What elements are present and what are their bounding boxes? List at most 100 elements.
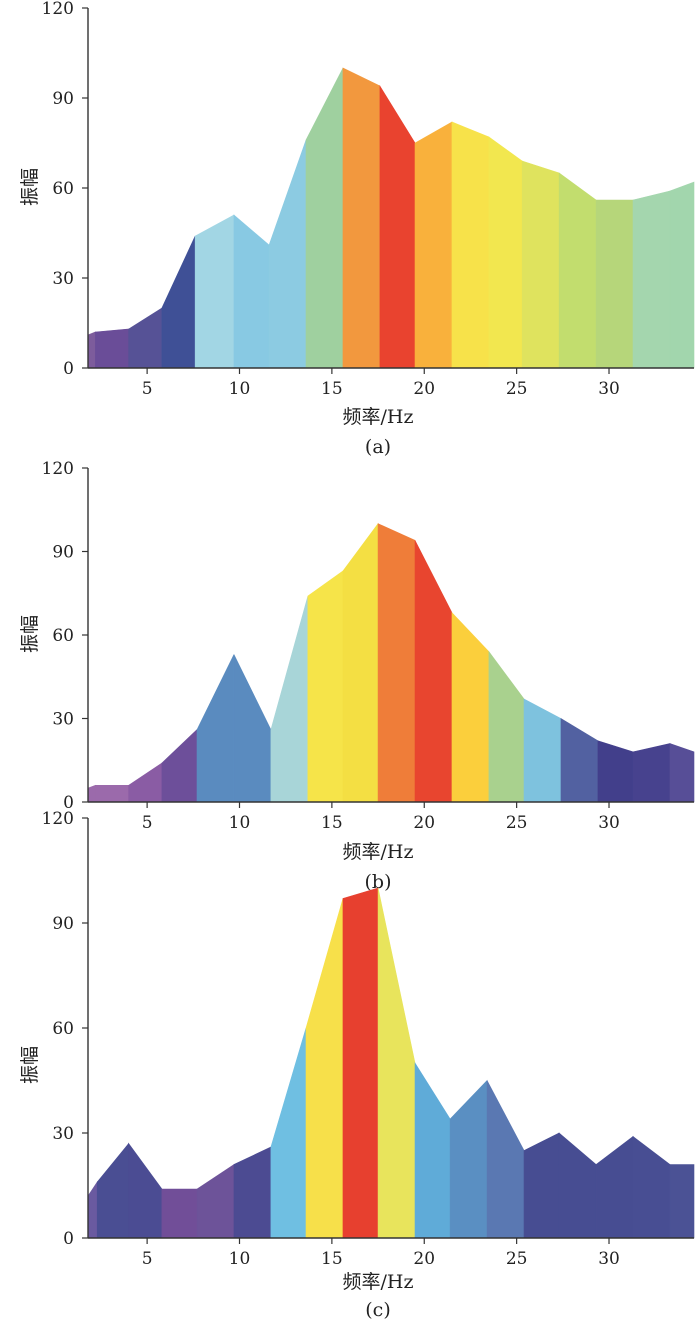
area-segment bbox=[377, 523, 416, 803]
y-tick-label: 60 bbox=[52, 179, 74, 199]
panel-label: (b) bbox=[365, 871, 392, 893]
y-tick-label: 0 bbox=[63, 793, 74, 813]
area-segment bbox=[560, 717, 599, 803]
y-tick-label: 120 bbox=[42, 459, 74, 479]
y-tick-label: 30 bbox=[52, 710, 74, 730]
area-segment bbox=[449, 1079, 488, 1239]
area-segment bbox=[96, 1142, 129, 1239]
panel-label: (c) bbox=[365, 1299, 390, 1321]
area-segment bbox=[558, 1132, 597, 1239]
area-segment bbox=[233, 654, 272, 803]
area-segment bbox=[233, 1146, 272, 1239]
x-tick-label: 20 bbox=[413, 1249, 435, 1269]
y-tick-label: 90 bbox=[52, 89, 74, 109]
area-segment bbox=[268, 139, 307, 369]
area-segment bbox=[342, 67, 381, 369]
area-segment bbox=[128, 307, 163, 369]
area-segment bbox=[342, 522, 379, 803]
area-segment bbox=[305, 898, 344, 1239]
y-tick-label: 90 bbox=[52, 914, 74, 934]
area-segment bbox=[597, 740, 634, 803]
x-tick-label: 10 bbox=[229, 1249, 251, 1269]
area-segment bbox=[669, 1164, 695, 1239]
panel-label: (a) bbox=[365, 436, 391, 458]
y-tick-label: 120 bbox=[42, 0, 74, 19]
area-segment bbox=[87, 1181, 98, 1239]
area-segment bbox=[161, 235, 196, 369]
y-tick-label: 90 bbox=[52, 543, 74, 563]
area-segment bbox=[669, 743, 695, 803]
x-tick-label: 30 bbox=[598, 379, 620, 399]
area-segment bbox=[451, 611, 490, 803]
y-axis-label: 振幅 bbox=[19, 1046, 41, 1084]
area-segment bbox=[595, 199, 634, 369]
area-segment bbox=[414, 540, 453, 803]
x-tick-label: 30 bbox=[598, 1249, 620, 1269]
area-segment bbox=[161, 728, 198, 803]
chart-panel-2: 0 30 60 90 120 5 10 15 20 25 30 频率/Hz 振幅 (b) bbox=[19, 459, 695, 893]
area-segment bbox=[414, 1061, 451, 1239]
x-tick-label: 10 bbox=[229, 813, 251, 833]
area-segment bbox=[128, 1142, 163, 1239]
area-segment bbox=[595, 1135, 634, 1239]
area-segment bbox=[632, 743, 671, 803]
area-segment bbox=[87, 331, 96, 369]
x-axis-label: 频率/Hz bbox=[343, 841, 414, 863]
x-tick-label: 5 bbox=[142, 379, 153, 399]
chart-panel-1: 0 30 60 90 120 5 10 15 20 25 30 频率/Hz 振幅 (a) bbox=[19, 0, 695, 458]
area-segment bbox=[95, 328, 129, 369]
y-tick-label: 60 bbox=[52, 626, 74, 646]
area-segments bbox=[87, 887, 695, 1239]
x-tick-label: 20 bbox=[413, 379, 435, 399]
area-segment bbox=[270, 595, 309, 803]
y-tick-label: 0 bbox=[63, 1229, 74, 1249]
area-segment bbox=[523, 698, 562, 803]
x-tick-label: 25 bbox=[506, 813, 528, 833]
area-segment bbox=[451, 121, 490, 369]
x-axis-label: 频率/Hz bbox=[343, 1271, 414, 1293]
area-segment bbox=[233, 214, 270, 369]
x-tick-label: 20 bbox=[413, 813, 435, 833]
y-axis-label: 振幅 bbox=[19, 168, 41, 206]
y-tick-label: 60 bbox=[52, 1019, 74, 1039]
area-segment bbox=[632, 1135, 671, 1239]
area-segment bbox=[196, 654, 235, 803]
x-tick-label: 10 bbox=[229, 379, 251, 399]
x-tick-label: 30 bbox=[598, 813, 620, 833]
area-segment bbox=[632, 190, 671, 369]
x-tick-label: 25 bbox=[506, 1249, 528, 1269]
area-segment bbox=[128, 762, 163, 803]
chart-panel-3: 0 30 60 90 120 5 10 15 20 25 30 频率/Hz 振幅 (c) bbox=[19, 809, 695, 1321]
area-segment bbox=[669, 181, 695, 369]
area-segment bbox=[307, 570, 344, 803]
area-segment bbox=[87, 784, 96, 803]
y-tick-label: 30 bbox=[52, 1124, 74, 1144]
area-segment bbox=[270, 1027, 307, 1239]
area-segment bbox=[377, 887, 416, 1239]
y-tick-label: 30 bbox=[52, 269, 74, 289]
area-segment bbox=[196, 1163, 235, 1239]
area-segment bbox=[521, 160, 560, 369]
x-tick-label: 25 bbox=[506, 379, 528, 399]
area-segment bbox=[558, 172, 597, 369]
area-segment bbox=[194, 214, 235, 369]
y-tick-label: 120 bbox=[42, 809, 74, 829]
y-tick-label: 0 bbox=[63, 359, 74, 379]
x-tick-label: 15 bbox=[321, 1249, 343, 1269]
area-segment bbox=[95, 784, 129, 803]
x-tick-label: 5 bbox=[142, 813, 153, 833]
area-segments bbox=[87, 522, 695, 803]
area-segment bbox=[342, 887, 379, 1239]
area-segment bbox=[379, 84, 416, 369]
area-segment bbox=[305, 67, 344, 369]
area-segment bbox=[523, 1132, 560, 1239]
area-segment bbox=[488, 650, 525, 803]
x-axis-label: 频率/Hz bbox=[343, 406, 414, 428]
area-segments bbox=[87, 67, 695, 369]
x-tick-label: 15 bbox=[321, 813, 343, 833]
area-segment bbox=[161, 1188, 198, 1239]
x-tick-label: 15 bbox=[321, 379, 343, 399]
area-segment bbox=[488, 136, 523, 369]
area-segment bbox=[414, 121, 453, 369]
